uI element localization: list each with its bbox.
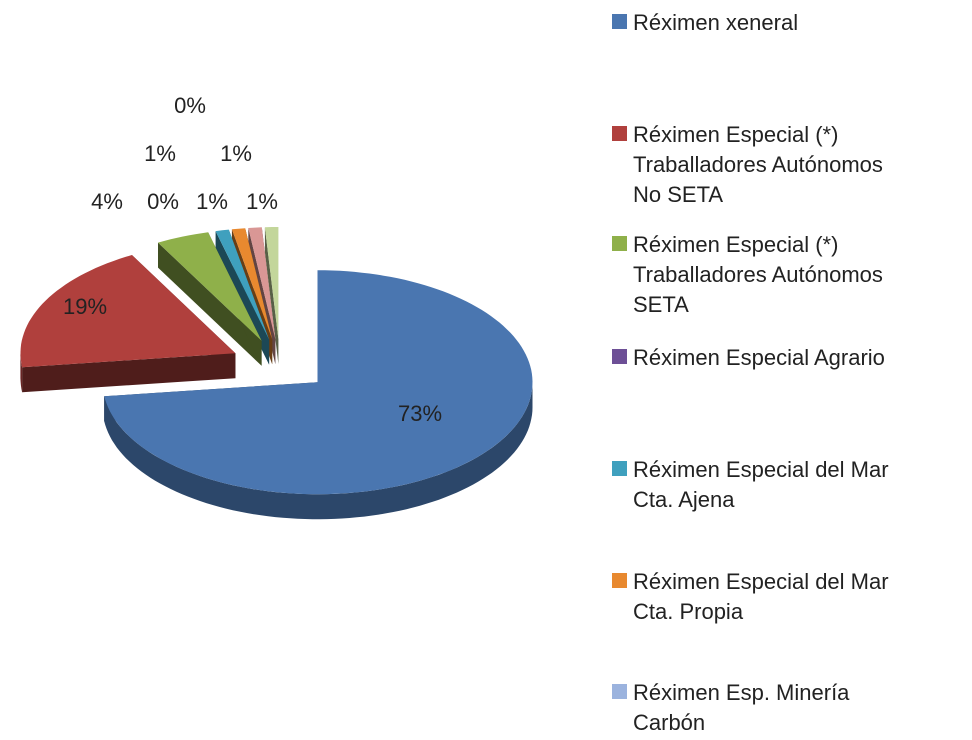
legend-swatch: [612, 461, 627, 476]
legend-item: Réximen Especial Agrario: [612, 343, 967, 373]
slice: [104, 270, 533, 495]
data-label: 0%: [147, 189, 179, 214]
legend-swatch: [612, 684, 627, 699]
legend-label: Réximen Especial del Mar Cta. Ajena: [633, 457, 889, 512]
slice: [215, 229, 270, 340]
legend-item: Réximen Esp. Minería Carbón: [612, 678, 967, 738]
legend-label: Réximen Especial del Mar Cta. Propia: [633, 569, 889, 624]
slice-group: [104, 270, 533, 520]
slice: [231, 228, 273, 340]
slice-cut-face: [264, 227, 279, 364]
legend-item: Réximen Especial del Mar Cta. Ajena: [612, 455, 967, 515]
slice: [20, 255, 236, 368]
slice-cut-face: [22, 353, 236, 393]
data-label: 1%: [144, 141, 176, 166]
legend-label: Réximen Especial Agrario: [633, 345, 885, 370]
legend-swatch: [612, 126, 627, 141]
slice: [248, 227, 276, 340]
legend-swatch: [612, 349, 627, 364]
data-label: 1%: [220, 141, 252, 166]
legend-item: Réximen Especial (*) Traballadores Autón…: [612, 230, 967, 320]
legend-label: Réximen xeneral: [633, 10, 799, 35]
slice-group: [20, 255, 236, 393]
data-label: 1%: [246, 189, 278, 214]
data-label: 4%: [91, 189, 123, 214]
slice-group: [158, 232, 262, 366]
slice: [158, 232, 262, 341]
data-label: 73%: [398, 401, 442, 426]
slice-cut-face: [158, 242, 262, 366]
legend-item: Réximen Especial del Mar Cta. Propia: [612, 567, 967, 627]
slice: [264, 227, 279, 339]
legend-swatch: [612, 236, 627, 251]
slice-group: [264, 227, 279, 364]
pie-area: 73% 19% 4% 0% 1% 1% 0% 1% 1%: [20, 93, 533, 520]
data-label: 0%: [174, 93, 206, 118]
slice-side: [20, 353, 23, 393]
legend-swatch: [612, 14, 627, 29]
legend-label: Réximen Esp. Minería Carbón: [633, 680, 850, 735]
slice-side: [104, 382, 533, 520]
data-label: 1%: [196, 189, 228, 214]
legend-swatch: [612, 573, 627, 588]
legend-label: Réximen Especial (*) Traballadores Autón…: [633, 122, 883, 207]
legend-item: Réximen Especial (*) Traballadores Autón…: [612, 120, 967, 210]
legend-item: Réximen xeneral: [612, 8, 967, 38]
data-label: 19%: [63, 294, 107, 319]
legend-label: Réximen Especial (*) Traballadores Autón…: [633, 232, 883, 317]
